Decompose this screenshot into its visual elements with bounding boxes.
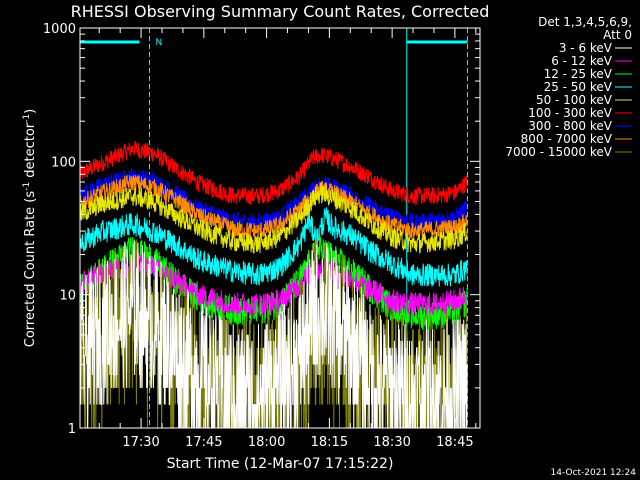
- x-tick-label: 17:45: [185, 435, 222, 450]
- x-tick-label: 17:30: [122, 435, 159, 450]
- y-tick-label: 100: [51, 155, 76, 170]
- y-tick-label: 1: [68, 422, 76, 437]
- plot-frame: [79, 27, 481, 429]
- series-line: [79, 181, 468, 254]
- legend-header-detectors: Det 1,3,4,5,6,9,: [538, 15, 632, 29]
- legend-entry-label: 7000 - 15000 keV: [505, 145, 612, 159]
- x-tick-label: 18:00: [248, 435, 285, 450]
- series-line: [79, 140, 468, 206]
- y-axis-label-end: ): [23, 109, 38, 114]
- y-axis-label: Corrected Count Rate (s-1 detector-1): [22, 109, 38, 347]
- series-3-6keV: [79, 239, 468, 429]
- series-line: [79, 207, 468, 287]
- y-tick-label: 10: [59, 289, 76, 304]
- series-25-50keV: [79, 207, 468, 287]
- legend-entry-label: 100 - 300 keV: [528, 106, 612, 120]
- series-800-7000keV: [79, 174, 468, 240]
- legend-header-attenuator: Att 0: [603, 28, 632, 42]
- plot-content: N: [79, 28, 468, 429]
- legend-entry-label: 50 - 100 keV: [536, 93, 613, 107]
- y-axis: 1 10 100 1000: [43, 22, 480, 437]
- y-axis-label-main: Corrected Count Rate (s: [23, 191, 38, 348]
- legend-entry-label: 6 - 12 keV: [551, 54, 613, 68]
- series-100-300keV: [79, 140, 468, 206]
- y-axis-label-sup2: -1: [22, 114, 32, 123]
- y-axis-label-mid: detector: [23, 122, 38, 182]
- x-tick-label: 18:15: [311, 435, 348, 450]
- x-tick-label: 18:45: [436, 435, 473, 450]
- footer-timestamp: 14-Oct-2021 12:24: [551, 468, 637, 478]
- y-axis-label-sup1: -1: [22, 182, 32, 191]
- x-axis: 17:30 17:45 18:00 18:15 18:30 18:45: [98, 28, 477, 450]
- chart-title: RHESSI Observing Summary Count Rates, Co…: [71, 2, 490, 21]
- series-line: [79, 174, 468, 240]
- legend-entry-label: 25 - 50 keV: [544, 80, 613, 94]
- attenuator-bar-label: N: [155, 38, 162, 48]
- legend-entry-label: 12 - 25 keV: [544, 67, 613, 81]
- y-tick-label: 1000: [43, 22, 76, 37]
- series-50-100keV: [79, 181, 468, 254]
- legend-entry-label: 300 - 800 keV: [528, 119, 612, 133]
- x-tick-label: 18:30: [373, 435, 410, 450]
- x-axis-label: Start Time (12-Mar-07 17:15:22): [167, 456, 394, 472]
- series-line: [79, 239, 468, 429]
- legend-entry-label: 800 - 7000 keV: [521, 132, 613, 146]
- legend-entry-label: 3 - 6 keV: [559, 41, 613, 55]
